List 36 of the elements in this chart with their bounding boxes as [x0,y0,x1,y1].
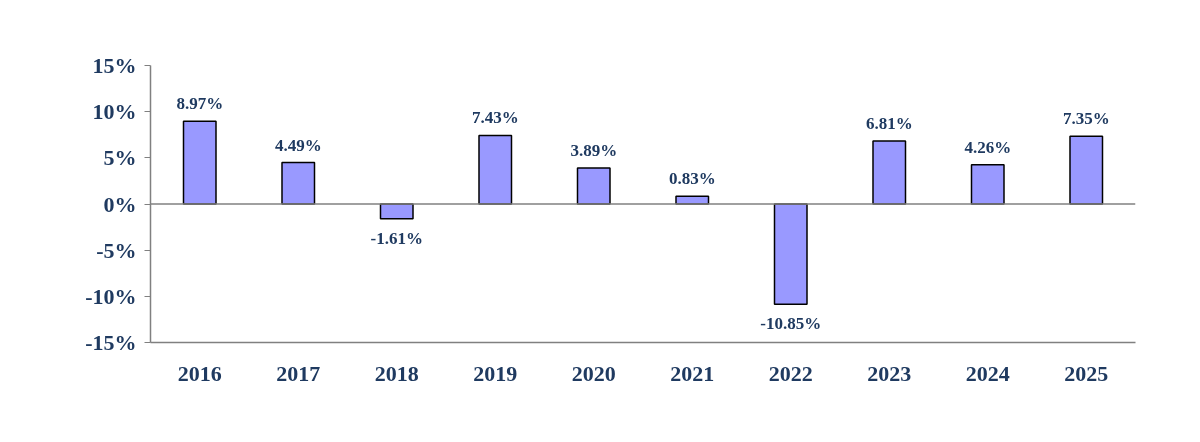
x-tick-label: 2020 [571,360,616,386]
bar [576,167,611,205]
bar [970,163,1005,205]
bar [478,134,513,205]
x-tick-label: 2025 [1064,360,1109,386]
x-tick-label: 2019 [473,360,518,386]
data-label: 0.83% [668,169,716,189]
bar [1069,135,1104,205]
x-tick-label: 2021 [670,360,715,386]
y-tick-label: 5% [103,145,137,171]
bar [182,120,217,205]
data-label: 7.35% [1062,109,1110,129]
x-tick-label: 2023 [867,360,912,386]
x-tick-label: 2016 [177,360,222,386]
bar [773,203,808,305]
data-label: 3.89% [570,141,618,161]
y-tick-label: -15% [85,330,137,355]
data-label: -1.61% [370,228,423,248]
y-tick-label: -5% [96,237,137,263]
x-tick-label: 2017 [276,360,321,386]
data-label: 7.43% [471,108,519,128]
data-label: 6.81% [865,114,913,134]
y-tick-label: -10% [85,283,137,309]
bar [281,161,316,205]
y-tick-label: 0% [103,191,137,217]
data-label: 4.26% [964,137,1012,157]
x-tick-label: 2024 [965,360,1010,386]
bar [872,140,907,205]
bar [379,203,414,220]
data-label: 4.49% [274,135,322,155]
x-tick-label: 2018 [374,360,419,386]
y-tick-label: 15% [92,53,137,78]
data-label: -10.85% [760,314,822,334]
y-tick-label: 10% [92,99,137,125]
data-label: 8.97% [176,94,224,114]
x-tick-label: 2022 [768,360,813,386]
